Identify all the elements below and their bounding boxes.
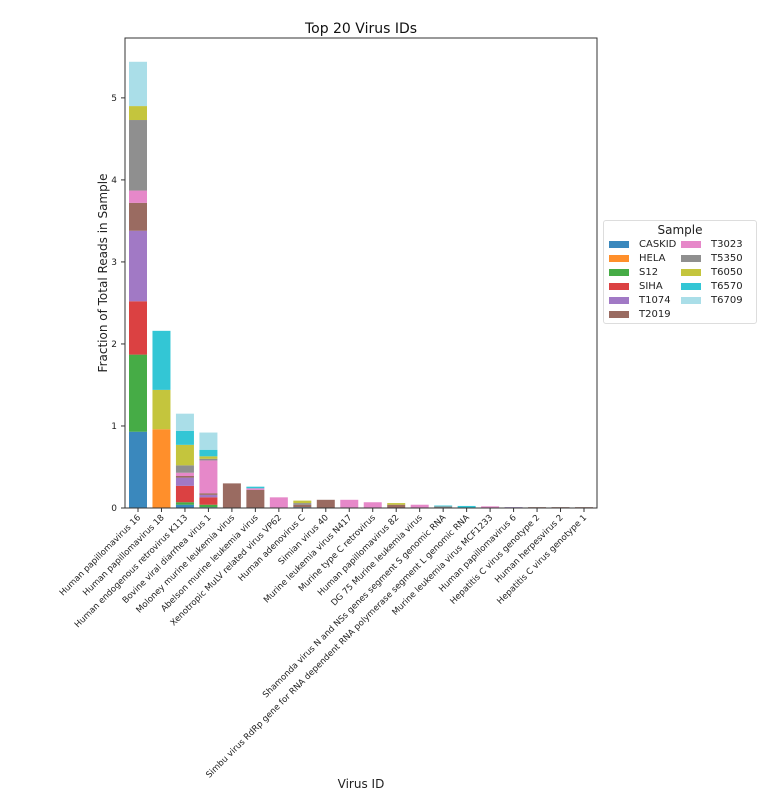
bar-segment-T6050 [293, 500, 312, 504]
legend-item-HELA: HELA [609, 251, 681, 265]
bar-segment-T6570 [246, 486, 265, 489]
bar-segment-T3023 [246, 488, 265, 490]
bar-segment-S12 [199, 504, 218, 508]
legend-swatch [609, 282, 629, 290]
legend-item-T5350: T5350 [681, 251, 753, 265]
legend-label: CASKID [639, 238, 677, 250]
legend-label: SIHA [639, 280, 663, 292]
legend-label: T5350 [711, 252, 743, 264]
bar-segment-S12 [129, 354, 147, 432]
bar-segment-T3023 [175, 472, 194, 477]
y-axis-label: Fraction of Total Reads in Sample [96, 174, 110, 373]
bar-segment-T6709 [199, 432, 218, 450]
bar-segment-T6709 [129, 61, 147, 107]
legend-label: T2019 [639, 308, 671, 320]
bar-segment-T3023 [410, 504, 429, 508]
bar-segment-T6570 [434, 505, 453, 507]
bar-segment-T5350 [175, 465, 194, 473]
legend-swatch [609, 254, 629, 262]
legend-item-T3023: T3023 [681, 237, 753, 251]
bar-segment-T2019 [222, 483, 241, 508]
legend-label: HELA [639, 252, 666, 264]
y-tick-label: 1 [111, 422, 117, 432]
bar-segment-T1074 [175, 477, 194, 486]
legend-swatch [609, 240, 629, 248]
legend-item-CASKID: CASKID [609, 237, 681, 251]
legend-swatch [681, 240, 701, 248]
bar-segment-T5350 [199, 458, 218, 461]
bar-segment-SIHA [175, 485, 194, 503]
plot-frame [124, 37, 598, 509]
legend-label: T6570 [711, 280, 743, 292]
bar-segment-T2019 [175, 476, 194, 478]
chart-title: Top 20 Virus IDs [304, 21, 417, 37]
legend-swatch [609, 268, 629, 276]
legend-item-T6709: T6709 [681, 293, 753, 307]
bar-segment-T6050 [175, 444, 194, 466]
legend-item-S12: S12 [609, 265, 681, 279]
legend-item-SIHA: SIHA [609, 279, 681, 293]
bar-segment-T2019 [316, 499, 335, 508]
bar-segment-T2019 [199, 493, 218, 495]
bar-segment-T3023 [129, 190, 147, 203]
x-axis-label: Virus ID [338, 777, 385, 791]
bar-segment-T3023 [340, 499, 359, 508]
bar-segment-SIHA [129, 301, 147, 355]
bar-segment-T6050 [129, 106, 147, 121]
legend-item-T1074: T1074 [609, 293, 681, 307]
legend-swatch [681, 296, 701, 304]
bar-segment-T1074 [129, 230, 147, 302]
legend-label: T3023 [711, 238, 743, 250]
bar-segment-T5350 [129, 120, 147, 191]
bar-segment-T6570 [199, 449, 218, 457]
bar-segment-CASKID [175, 504, 194, 508]
bar-segment-T1074 [199, 494, 218, 498]
legend-swatch [609, 296, 629, 304]
legend-label: T1074 [639, 294, 671, 306]
legend-swatch [609, 310, 629, 318]
bar-segment-T6050 [387, 503, 406, 505]
bar-segment-T6050 [152, 389, 171, 430]
legend-item-T6570: T6570 [681, 279, 753, 293]
bar-segment-T5350 [434, 506, 453, 508]
bar-segment-T2019 [293, 504, 312, 508]
legend-swatch [681, 268, 701, 276]
bar-segment-T2019 [129, 202, 147, 231]
legend-label: T6050 [711, 266, 743, 278]
legend-title: Sample [657, 223, 703, 237]
bar-segment-CASKID [129, 431, 147, 508]
bar-segment-T5350 [293, 503, 312, 505]
y-tick-label: 5 [111, 94, 117, 104]
legend: Sample CASKID HELA S12 SIHA T1074 T2019 T3023 T… [603, 220, 757, 324]
bar-segment-T3023 [481, 506, 500, 508]
legend-label: T6709 [711, 294, 743, 306]
y-tick-label: 3 [111, 258, 117, 268]
bar-segment-S12 [175, 502, 194, 505]
y-tick-label: 2 [111, 340, 117, 350]
y-tick-label: 0 [111, 504, 117, 514]
bar-segment-T6570 [175, 430, 194, 445]
bar-segment-SIHA [199, 497, 218, 505]
bar-segment-T2019 [246, 489, 265, 508]
legend-label: S12 [639, 266, 659, 278]
y-tick-label: 4 [111, 176, 117, 186]
bar-segment-T2019 [387, 504, 406, 508]
bar-segment-T3023 [363, 502, 382, 508]
legend-swatch [681, 254, 701, 262]
legend-swatch [681, 282, 701, 290]
legend-item-T6050: T6050 [681, 265, 753, 279]
bar-segment-T6570 [457, 505, 476, 508]
legend-item-T2019: T2019 [609, 307, 681, 321]
bar-segment-HELA [152, 429, 171, 508]
bar-segment-T3023 [269, 497, 288, 508]
bar-segment-T6709 [175, 413, 194, 431]
bar-segment-T6050 [199, 456, 218, 459]
bar-segment-T3023 [199, 460, 218, 494]
bar-segment-T6570 [152, 330, 171, 390]
